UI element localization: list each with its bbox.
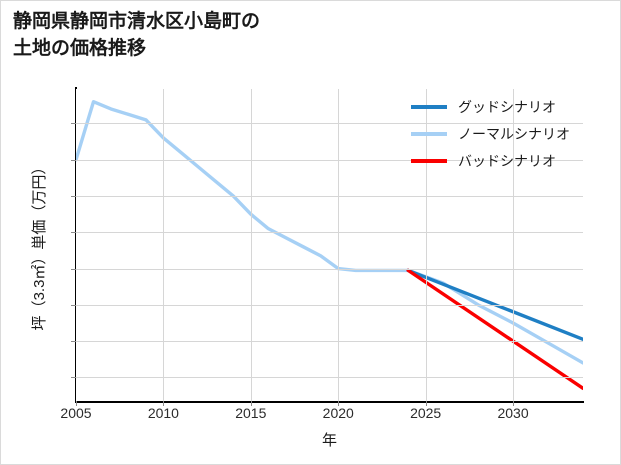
x-tick-mark: [250, 401, 252, 406]
x-tick-label: 2005: [60, 405, 92, 421]
legend-item-normal[interactable]: ノーマルシナリオ: [411, 120, 611, 147]
legend-item-good[interactable]: グッドシナリオ: [411, 93, 611, 120]
legend-item-label: グッドシナリオ: [458, 98, 556, 115]
gridline-vertical: [513, 89, 515, 401]
gridline-vertical: [250, 89, 252, 401]
x-axis-title: 年: [321, 432, 337, 449]
y-axis-title: 坪（3.3㎡）単価（万円）: [31, 159, 48, 331]
page-title: 静岡県静岡市清水区小島町の 土地の価格推移: [13, 11, 261, 59]
gridline-vertical: [163, 89, 165, 401]
gridline-horizontal: [76, 123, 583, 125]
legend-item-bad[interactable]: バッドシナリオ: [411, 147, 611, 174]
gridline-horizontal: [76, 377, 583, 379]
gridline-vertical: [338, 89, 340, 401]
legend-color-swatch: [411, 104, 447, 109]
gridline-horizontal: [76, 341, 583, 343]
x-tick-mark: [513, 401, 515, 406]
x-tick-mark: [76, 401, 77, 406]
legend-color-swatch: [411, 158, 447, 163]
gridline-horizontal: [76, 159, 583, 161]
gridline-horizontal: [76, 232, 583, 234]
y-tick-mark: [71, 341, 76, 343]
gridline-horizontal: [76, 196, 583, 198]
gridline-horizontal: [76, 268, 583, 270]
x-tick-label: 2025: [410, 405, 442, 421]
x-tick-label: 2010: [147, 405, 179, 421]
x-tick-mark: [338, 401, 340, 406]
gridline-vertical: [425, 89, 427, 401]
x-tick-label: 2015: [235, 405, 267, 421]
x-tick-label: 2030: [497, 405, 529, 421]
x-tick-label: 2020: [322, 405, 354, 421]
x-tick-mark: [163, 401, 165, 406]
y-tick-mark: [71, 304, 76, 306]
legend-color-swatch: [411, 131, 447, 136]
x-tick-mark: [425, 401, 427, 406]
series-line-bad: [406, 268, 583, 390]
x-axis-line: [75, 401, 584, 403]
legend-item-label: バッドシナリオ: [458, 152, 556, 169]
y-tick-mark: [71, 268, 76, 270]
gridline-horizontal: [76, 304, 583, 306]
y-tick-mark: [71, 232, 76, 234]
y-tick-mark: [71, 377, 76, 379]
y-tick-mark: [71, 123, 76, 125]
y-tick-mark: [71, 159, 76, 161]
legend-item-label: ノーマルシナリオ: [458, 125, 570, 142]
legend: グッドシナリオ ノーマルシナリオ バッドシナリオ: [411, 93, 611, 174]
y-tick-mark: [71, 196, 76, 198]
